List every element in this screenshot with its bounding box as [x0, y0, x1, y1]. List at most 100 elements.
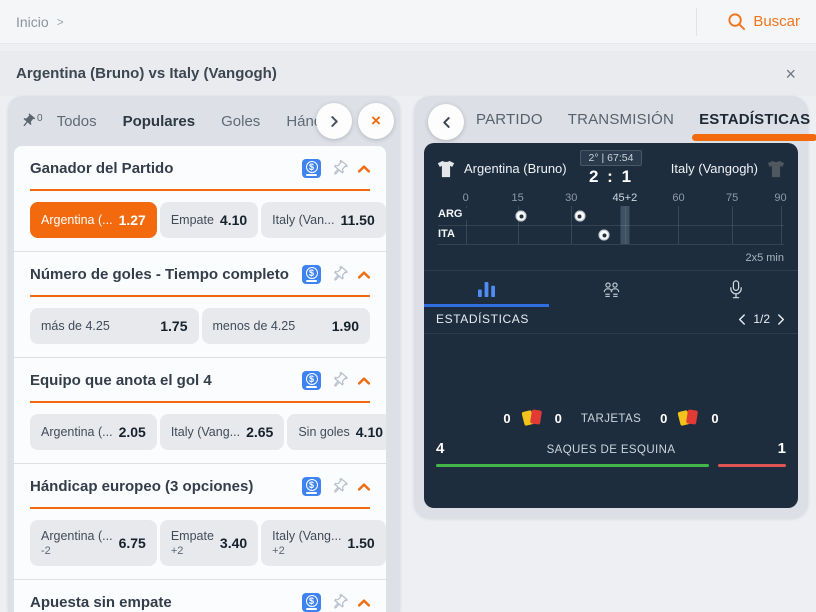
cashout-icon[interactable]: $ [302, 477, 321, 496]
pager-prev-icon[interactable] [737, 313, 746, 325]
odd-value: 2.65 [246, 424, 274, 440]
cards-stat-row: 0 0 TARJETAS 0 0 [424, 409, 798, 427]
collapse-market-button[interactable] [358, 481, 370, 493]
timeline-team-code: ITA [438, 228, 461, 240]
odd-button[interactable]: Empate +2 3.40 [159, 520, 259, 566]
market-divider [30, 507, 370, 509]
pin-icon [333, 160, 348, 175]
breadcrumb-chevron-icon: > [56, 14, 64, 29]
collapse-market-button[interactable] [358, 163, 370, 175]
odd-label: Empate +2 [170, 529, 214, 557]
market-divider [30, 189, 370, 191]
pin-market-button[interactable] [331, 478, 348, 495]
odd-button[interactable]: más de 4.25 1.75 [30, 308, 199, 344]
odd-value: 6.75 [118, 535, 146, 551]
timeline-gridline [780, 206, 782, 244]
pinned-count: 0 [37, 113, 43, 124]
odd-value: 3.40 [219, 535, 248, 551]
odd-button[interactable]: Italy (Vang... 2.65 [159, 414, 285, 450]
timeline-tick-label: 0 [462, 192, 469, 204]
home-team: Argentina (Bruno) [436, 160, 580, 178]
odd-value: 1.50 [347, 535, 375, 551]
cashout-icon[interactable]: $ [302, 265, 321, 284]
timeline-tick-label: 60 [672, 192, 685, 204]
market-title: Hándicap europeo (3 opciones) [30, 478, 254, 495]
match-header: Argentina (Bruno) vs Italy (Vangogh) × [0, 51, 816, 96]
odd-button[interactable]: Italy (Van... 11.50 [261, 202, 386, 238]
tabs-scroll-right-button[interactable] [316, 103, 352, 139]
yellow-red-cards-icon [677, 409, 700, 427]
sub-tab-commentary[interactable] [673, 271, 798, 307]
home-corners-bar [436, 464, 709, 467]
stats-tab-partido[interactable]: PARTIDO [476, 111, 543, 128]
pin-market-button[interactable] [331, 372, 348, 389]
odd-handicap: +2 [170, 545, 184, 557]
pinned-markets-button[interactable]: 0 [20, 113, 43, 129]
sub-tab-statistics[interactable] [424, 271, 549, 307]
tabs-scroll-left-button[interactable] [428, 104, 464, 140]
home-team-name: Argentina (Bruno) [464, 161, 567, 176]
breadcrumb[interactable]: Inicio > [16, 14, 64, 30]
score: 2 : 1 [588, 167, 634, 186]
odd-button[interactable]: Argentina (... 2.05 [30, 414, 157, 450]
odd-value: 1.27 [118, 212, 146, 228]
stats-panel: PARTIDO TRANSMISIÓN ESTADÍSTICAS Argentina… [414, 96, 816, 518]
odd-handicap: -2 [41, 545, 51, 557]
timeline-tick-label: 45+2 [612, 192, 638, 204]
market-tab-goles[interactable]: Goles [221, 112, 261, 130]
collapse-markets-icon: × [371, 111, 381, 130]
cashout-icon[interactable]: $ [302, 593, 321, 612]
search-button[interactable]: Buscar [727, 12, 800, 31]
odd-button[interactable]: Sin goles 4.10 [287, 414, 386, 450]
pager-next-icon[interactable] [777, 313, 786, 325]
statistics-title: ESTADÍSTICAS [436, 312, 529, 326]
collapse-market-button[interactable] [358, 597, 370, 609]
collapse-all-markets-button[interactable]: × [358, 103, 394, 139]
commentary-icon [729, 279, 742, 298]
timeline-home-row-line [438, 225, 784, 226]
stats-tab-transmisión[interactable]: TRANSMISIÓN [567, 111, 675, 128]
collapse-market-button[interactable] [358, 269, 370, 281]
odd-value: 4.10 [219, 212, 248, 228]
odd-button[interactable]: Empate 4.10 [159, 202, 259, 238]
timeline-gridline [732, 206, 734, 244]
stats-tab-estadísticas[interactable]: ESTADÍSTICAS [692, 111, 816, 141]
close-icon[interactable]: × [785, 63, 796, 84]
timeline-tick-label: 75 [725, 192, 739, 204]
chevron-up-icon [358, 164, 370, 173]
bar-chart-icon [477, 281, 495, 297]
sub-tab-lineups[interactable] [549, 271, 674, 307]
away-jersey-icon [767, 160, 785, 177]
collapse-market-button[interactable] [358, 375, 370, 387]
chevron-up-icon [358, 598, 370, 607]
market-section: Número de goles - Tiempo completo $ más de… [14, 252, 386, 358]
pin-market-button[interactable] [331, 266, 348, 283]
chevron-right-icon [330, 115, 338, 127]
timeline-gridline [517, 206, 519, 244]
away-yellow-count: 0 [660, 411, 668, 426]
odd-button[interactable]: Italy (Vang... +2 1.50 [261, 520, 386, 566]
pin-market-button[interactable] [331, 160, 348, 177]
market-title: Apuesta sin empate [30, 594, 172, 611]
scoreboard: Argentina (Bruno) 2° | 67:54 2 : 1 Italy… [424, 143, 798, 189]
odd-label: menos de 4.25 [212, 319, 296, 333]
chevron-left-icon [442, 116, 450, 128]
match-format-note: 2x5 min [745, 252, 784, 264]
pin-market-button[interactable] [331, 594, 348, 611]
odd-button[interactable]: menos de 4.25 1.90 [201, 308, 370, 344]
market-tab-todos[interactable]: Todos [56, 112, 97, 130]
statistics-pager: 1/2 [737, 312, 786, 326]
breadcrumb-home[interactable]: Inicio [16, 13, 49, 30]
market-tab-populares[interactable]: Populares [122, 112, 196, 130]
timeline-team-code: ARG [438, 208, 469, 220]
odd-button[interactable]: Argentina (... 1.27 [30, 202, 157, 238]
widget-sub-tabs [424, 270, 798, 307]
odd-button[interactable]: Argentina (... -2 6.75 [30, 520, 157, 566]
cashout-icon[interactable]: $ [302, 159, 321, 178]
pin-icon [333, 478, 348, 493]
statistics-header: ESTADÍSTICAS 1/2 [424, 307, 798, 334]
cashout-icon[interactable]: $ [302, 371, 321, 390]
chevron-up-icon [358, 376, 370, 385]
timeline-tick-label: 15 [511, 192, 524, 204]
odd-label: Italy (Vang... +2 [272, 529, 342, 557]
